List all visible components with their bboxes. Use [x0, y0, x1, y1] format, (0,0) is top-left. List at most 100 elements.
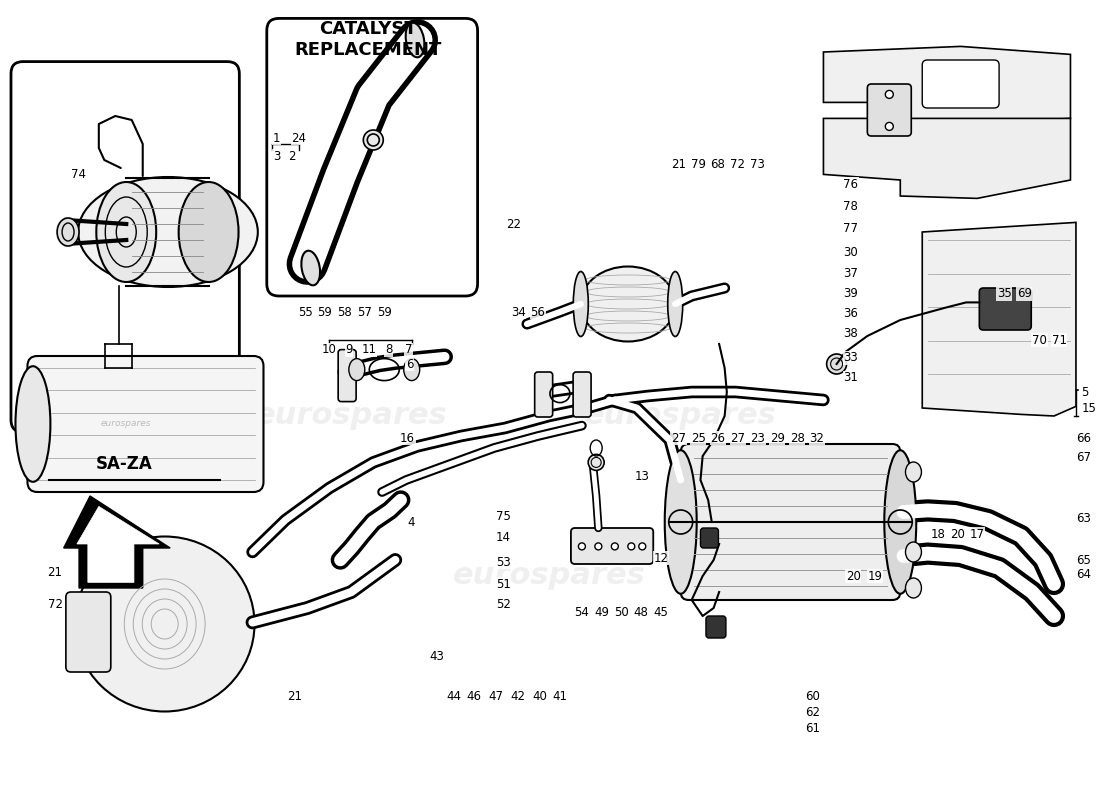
Text: 15: 15	[1081, 402, 1097, 414]
Text: 71: 71	[1052, 334, 1067, 346]
FancyBboxPatch shape	[701, 528, 718, 548]
Ellipse shape	[581, 266, 675, 342]
Text: 54: 54	[574, 606, 590, 618]
Ellipse shape	[905, 542, 922, 562]
Ellipse shape	[905, 462, 922, 482]
Text: 11: 11	[362, 343, 376, 356]
FancyBboxPatch shape	[868, 84, 911, 136]
Text: 62: 62	[805, 706, 820, 718]
Text: 60: 60	[805, 690, 820, 702]
Text: 21: 21	[47, 566, 63, 578]
Text: 41: 41	[552, 690, 568, 702]
Text: 18: 18	[931, 528, 945, 541]
Circle shape	[628, 543, 635, 550]
Ellipse shape	[404, 358, 420, 381]
Ellipse shape	[349, 358, 365, 381]
Circle shape	[639, 543, 646, 550]
FancyBboxPatch shape	[706, 616, 726, 638]
Text: eurospares: eurospares	[452, 562, 646, 590]
Polygon shape	[824, 46, 1070, 124]
Text: 32: 32	[810, 432, 824, 445]
Text: 65: 65	[1076, 554, 1091, 566]
Text: 47: 47	[488, 690, 504, 702]
Circle shape	[612, 543, 618, 550]
Text: 69: 69	[1016, 287, 1032, 300]
Text: 24: 24	[292, 132, 306, 145]
Text: 6: 6	[406, 358, 414, 370]
Text: 38: 38	[844, 327, 858, 340]
Text: 58: 58	[338, 306, 352, 318]
FancyBboxPatch shape	[573, 372, 591, 417]
Text: 33: 33	[844, 351, 858, 364]
Text: 50: 50	[614, 606, 629, 618]
Text: 61: 61	[805, 722, 820, 734]
Ellipse shape	[75, 537, 254, 711]
Text: eurospares: eurospares	[584, 402, 777, 430]
Text: 26: 26	[711, 432, 726, 445]
FancyBboxPatch shape	[535, 372, 552, 417]
Ellipse shape	[573, 271, 588, 337]
Text: 23: 23	[750, 432, 764, 445]
Text: 35: 35	[997, 287, 1012, 300]
Text: 1: 1	[273, 132, 280, 145]
Text: 68: 68	[711, 158, 726, 170]
Text: 55: 55	[298, 306, 312, 318]
Text: 49: 49	[594, 606, 609, 618]
Polygon shape	[922, 222, 1076, 416]
Text: 66: 66	[1076, 432, 1091, 445]
Text: 59: 59	[318, 306, 332, 318]
Text: 28: 28	[790, 432, 804, 445]
Text: 73: 73	[750, 158, 764, 170]
Text: 63: 63	[1076, 512, 1091, 525]
Text: 14: 14	[495, 531, 510, 544]
Text: 39: 39	[844, 287, 858, 300]
Text: 72: 72	[730, 158, 746, 170]
Text: 42: 42	[510, 690, 526, 702]
Text: CATALYST
REPLACEMENT: CATALYST REPLACEMENT	[294, 20, 441, 58]
Circle shape	[363, 130, 383, 150]
FancyBboxPatch shape	[681, 444, 900, 600]
Text: 19: 19	[868, 570, 882, 582]
Ellipse shape	[668, 271, 683, 337]
Polygon shape	[77, 506, 160, 582]
Text: 72: 72	[47, 598, 63, 610]
Text: 70: 70	[1032, 334, 1047, 346]
Text: 9: 9	[345, 343, 353, 356]
Text: 52: 52	[496, 598, 510, 610]
Circle shape	[588, 454, 604, 470]
Ellipse shape	[406, 22, 425, 58]
FancyBboxPatch shape	[571, 528, 653, 564]
Text: 25: 25	[691, 432, 706, 445]
Text: 12: 12	[653, 552, 669, 565]
FancyBboxPatch shape	[28, 356, 264, 492]
Text: 79: 79	[691, 158, 706, 170]
Text: 67: 67	[1076, 451, 1091, 464]
Text: 7: 7	[405, 343, 412, 356]
Text: 13: 13	[635, 470, 649, 482]
Text: 20: 20	[846, 570, 860, 582]
Ellipse shape	[178, 182, 239, 282]
FancyBboxPatch shape	[11, 62, 240, 432]
Text: 10: 10	[322, 343, 337, 356]
Text: 40: 40	[532, 690, 548, 702]
Text: 21: 21	[671, 158, 686, 170]
Circle shape	[579, 543, 585, 550]
Circle shape	[595, 543, 602, 550]
Text: 34: 34	[510, 306, 526, 318]
Text: 46: 46	[466, 690, 482, 702]
Text: 31: 31	[844, 371, 858, 384]
FancyBboxPatch shape	[267, 18, 477, 296]
Text: 27: 27	[671, 432, 686, 445]
Text: 76: 76	[844, 178, 858, 190]
Text: 53: 53	[496, 556, 510, 569]
FancyBboxPatch shape	[979, 288, 1031, 330]
Text: 57: 57	[358, 306, 372, 318]
Text: 3: 3	[273, 150, 280, 162]
Circle shape	[886, 122, 893, 130]
Circle shape	[886, 90, 893, 98]
Text: 43: 43	[430, 650, 444, 662]
Text: eurospares: eurospares	[101, 419, 152, 429]
Ellipse shape	[15, 366, 51, 482]
FancyBboxPatch shape	[66, 592, 111, 672]
Ellipse shape	[78, 177, 257, 287]
